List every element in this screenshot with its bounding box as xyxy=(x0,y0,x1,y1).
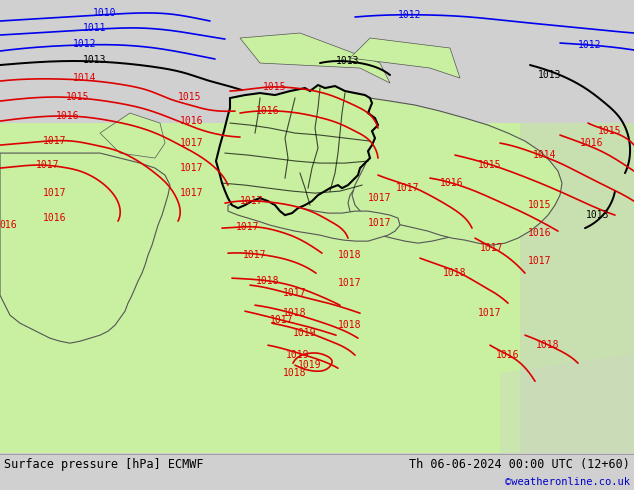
Text: 1017: 1017 xyxy=(43,188,67,198)
Text: 1018: 1018 xyxy=(536,340,560,350)
Text: 1013: 1013 xyxy=(83,55,107,65)
Text: 1016: 1016 xyxy=(528,228,552,238)
Polygon shape xyxy=(0,0,634,453)
Text: 1018: 1018 xyxy=(256,276,280,286)
Polygon shape xyxy=(520,123,634,453)
Text: 1013: 1013 xyxy=(336,56,359,66)
Text: 1017: 1017 xyxy=(339,278,362,288)
Text: 1016: 1016 xyxy=(56,111,80,121)
Text: Surface pressure [hPa] ECMWF: Surface pressure [hPa] ECMWF xyxy=(4,458,204,471)
Text: 1010: 1010 xyxy=(93,8,117,18)
Text: 1018: 1018 xyxy=(283,308,307,318)
Polygon shape xyxy=(0,0,634,123)
Text: 1017: 1017 xyxy=(36,160,60,170)
Text: 1015: 1015 xyxy=(178,92,202,102)
Text: 1016: 1016 xyxy=(580,138,604,148)
Polygon shape xyxy=(0,153,170,343)
Text: 1012: 1012 xyxy=(398,10,422,20)
Text: 1016: 1016 xyxy=(496,350,520,360)
Text: 1018: 1018 xyxy=(283,368,307,378)
Text: 1014: 1014 xyxy=(533,150,557,160)
Text: 1013: 1013 xyxy=(586,210,610,220)
Polygon shape xyxy=(0,0,310,83)
Polygon shape xyxy=(100,113,165,158)
Text: 1019: 1019 xyxy=(294,328,317,338)
Text: 1017: 1017 xyxy=(270,315,294,325)
Text: 1017: 1017 xyxy=(368,193,392,203)
Text: 1017: 1017 xyxy=(243,250,267,260)
Text: 1017: 1017 xyxy=(396,183,420,193)
Polygon shape xyxy=(500,353,634,453)
Text: 1017: 1017 xyxy=(368,218,392,228)
Text: 1012: 1012 xyxy=(578,40,602,50)
Text: 1014: 1014 xyxy=(74,73,97,83)
Text: ©weatheronline.co.uk: ©weatheronline.co.uk xyxy=(505,477,630,487)
Polygon shape xyxy=(352,98,562,245)
Text: 1017: 1017 xyxy=(43,136,67,146)
Text: 1016: 1016 xyxy=(256,106,280,116)
Polygon shape xyxy=(0,0,634,73)
Text: 1015: 1015 xyxy=(598,126,622,136)
Text: 1017: 1017 xyxy=(480,243,504,253)
Text: 1015: 1015 xyxy=(66,92,90,102)
Polygon shape xyxy=(216,85,378,215)
Text: 1015: 1015 xyxy=(263,82,287,92)
Text: 1018: 1018 xyxy=(443,268,467,278)
Text: 1018: 1018 xyxy=(339,250,362,260)
Text: 1011: 1011 xyxy=(83,23,107,33)
Polygon shape xyxy=(240,33,390,83)
Polygon shape xyxy=(0,0,180,103)
Text: 1012: 1012 xyxy=(74,39,97,49)
Polygon shape xyxy=(348,158,505,243)
Text: 1015: 1015 xyxy=(528,200,552,210)
Text: 1017: 1017 xyxy=(180,163,204,173)
Text: 1017: 1017 xyxy=(180,138,204,148)
Text: 1017: 1017 xyxy=(528,256,552,266)
Text: 1016: 1016 xyxy=(180,116,204,126)
Text: 016: 016 xyxy=(0,220,17,230)
Text: 1017: 1017 xyxy=(478,308,501,318)
Text: 1017: 1017 xyxy=(240,196,264,206)
Text: Th 06-06-2024 00:00 UTC (12+60): Th 06-06-2024 00:00 UTC (12+60) xyxy=(409,458,630,471)
Polygon shape xyxy=(0,0,634,63)
Text: 1017: 1017 xyxy=(283,288,307,298)
Text: 1013: 1013 xyxy=(538,70,562,80)
Text: 1018: 1018 xyxy=(339,320,362,330)
Text: 1017: 1017 xyxy=(180,188,204,198)
Text: 1016: 1016 xyxy=(440,178,463,188)
Text: 1019: 1019 xyxy=(286,350,310,360)
Text: 1019: 1019 xyxy=(298,360,321,370)
Text: 1015: 1015 xyxy=(478,160,501,170)
Text: 1017: 1017 xyxy=(236,222,260,232)
Polygon shape xyxy=(228,201,400,241)
Polygon shape xyxy=(350,38,460,78)
Text: 1016: 1016 xyxy=(43,213,67,223)
